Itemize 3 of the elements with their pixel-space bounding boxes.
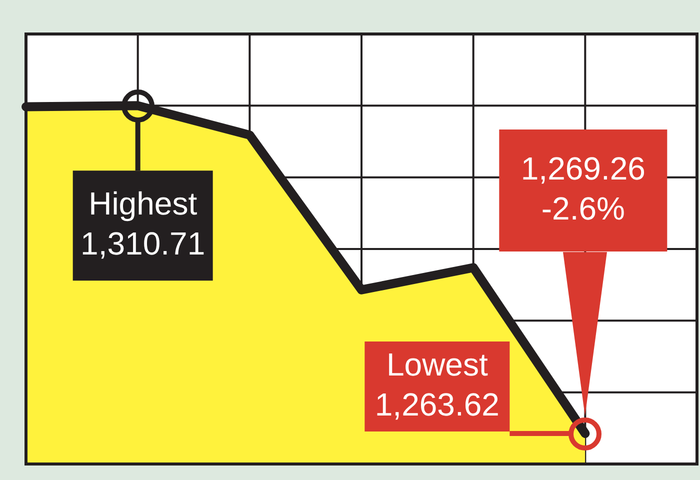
annotation: Lowest 1,263.62 — [374, 346, 500, 422]
annotation: Highest 1,310.71 — [80, 185, 206, 262]
annotation: 1,269.26 -2.6% — [520, 150, 646, 226]
